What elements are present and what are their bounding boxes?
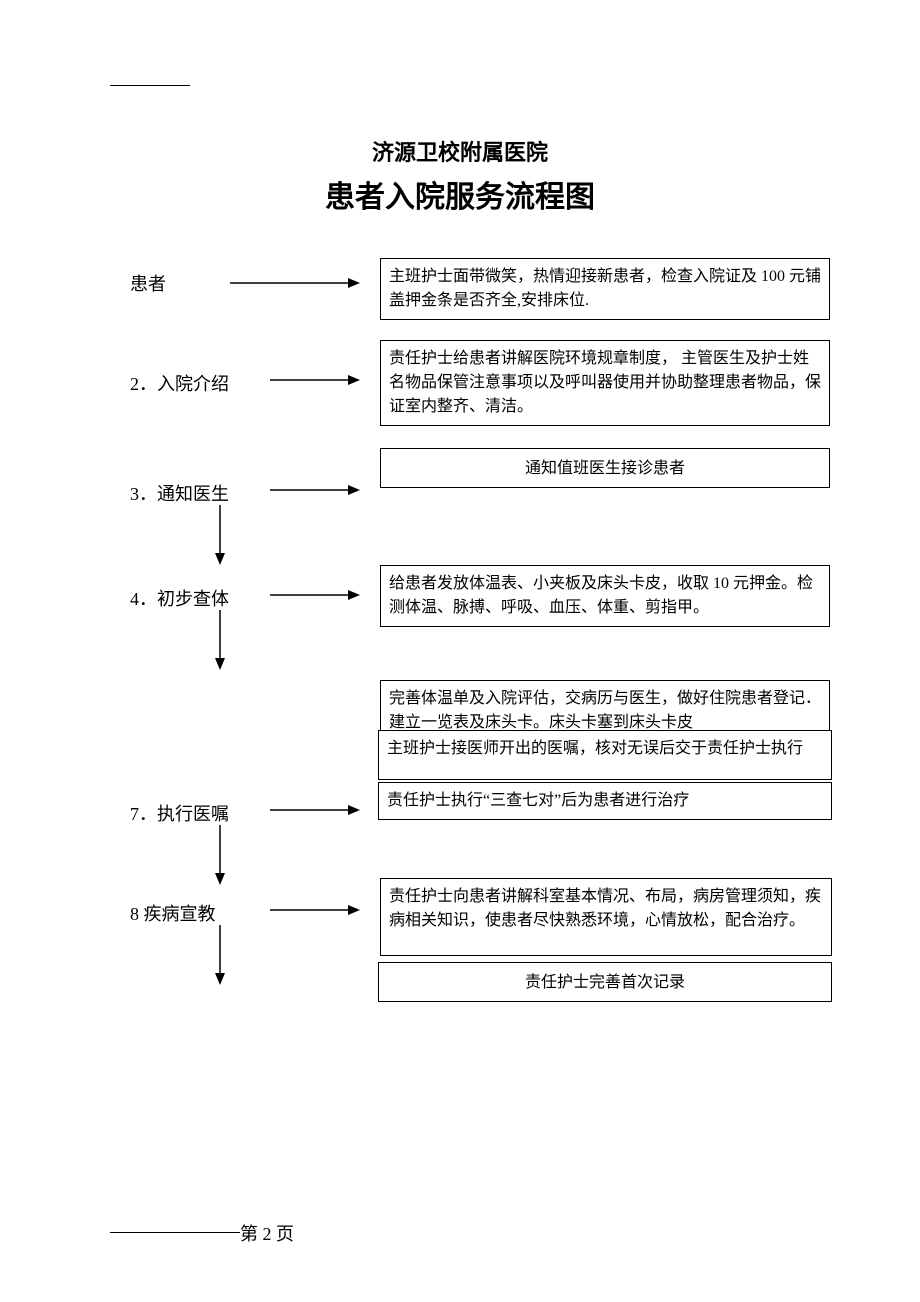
footer-rule	[110, 1232, 240, 1233]
arrow-down-icon	[0, 0, 920, 1302]
page-number: 第 2 页	[240, 1220, 294, 1246]
step-description-box: 责任护士完善首次记录	[378, 962, 832, 1002]
